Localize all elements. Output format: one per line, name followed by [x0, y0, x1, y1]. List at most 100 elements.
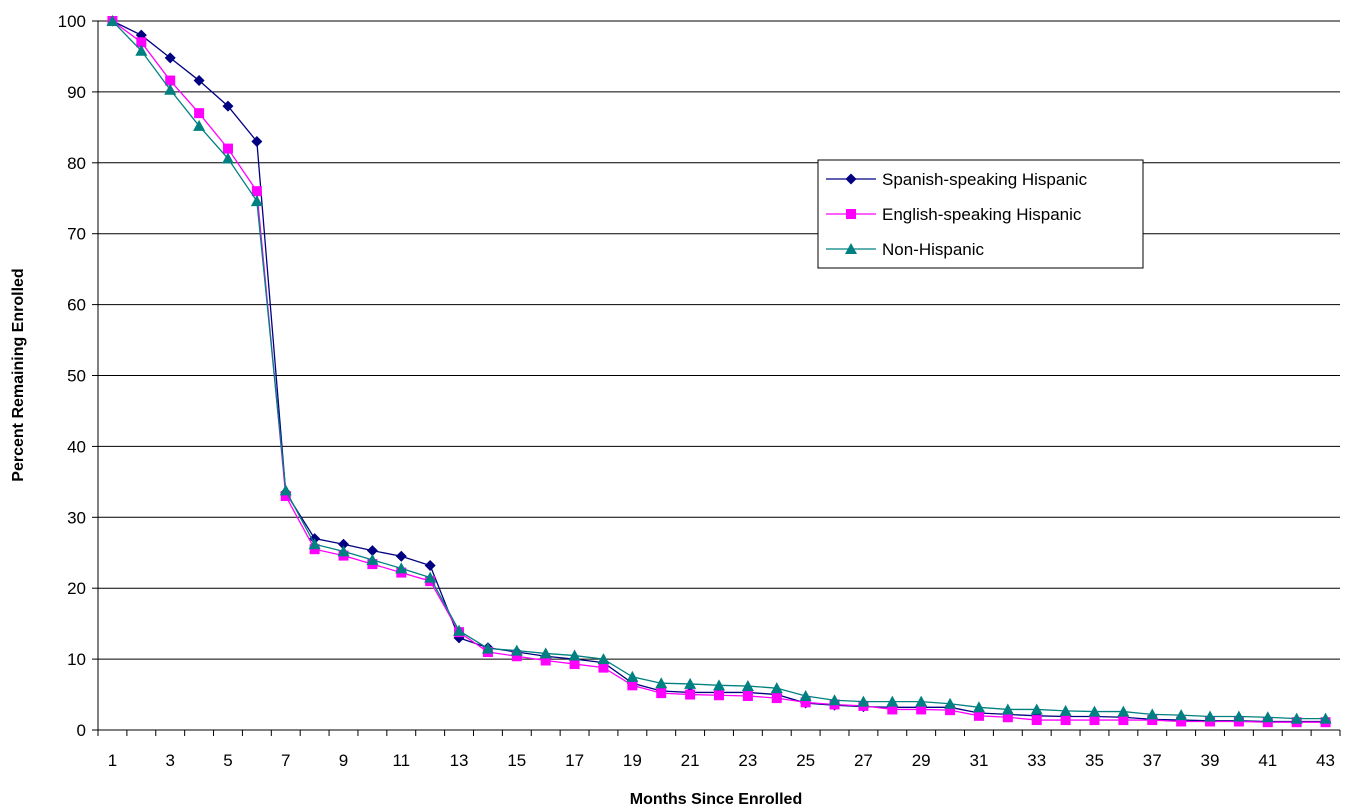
- data-point: [568, 649, 581, 661]
- legend-item: Spanish-speaking Hispanic: [826, 170, 1088, 189]
- y-tick-label: 50: [67, 367, 86, 386]
- data-point: [655, 677, 668, 689]
- x-tick-label: 11: [392, 751, 410, 770]
- data-point: [222, 100, 234, 112]
- data-point: [366, 553, 379, 565]
- data-point: [1089, 715, 1100, 726]
- y-tick-label: 80: [67, 154, 86, 173]
- data-point: [741, 680, 754, 692]
- x-tick-label: 3: [165, 751, 174, 770]
- data-point: [106, 15, 119, 26]
- y-tick-labels: 0 10 20 30 40 50 60 70 80 90 100: [58, 12, 86, 740]
- data-point: [1261, 711, 1274, 723]
- series-group: [106, 15, 1332, 728]
- data-point: [1146, 708, 1159, 720]
- data-point: [597, 653, 610, 665]
- legend-item: Non-Hispanic: [826, 240, 985, 259]
- data-point: [1088, 705, 1101, 717]
- data-point: [828, 694, 841, 706]
- x-tick-label: 33: [1027, 751, 1046, 770]
- data-point: [887, 704, 898, 715]
- y-tick-label: 20: [67, 579, 86, 598]
- data-point: [627, 680, 638, 691]
- data-point: [481, 642, 494, 654]
- data-point: [915, 695, 928, 707]
- data-point: [1319, 712, 1332, 724]
- data-point: [626, 670, 639, 682]
- x-tick-label: 31: [969, 751, 988, 770]
- data-point: [770, 682, 783, 694]
- data-point: [279, 484, 292, 496]
- y-tick-label: 70: [67, 225, 86, 244]
- series-2: [106, 15, 1332, 724]
- data-point: [714, 690, 724, 701]
- data-point: [165, 75, 176, 86]
- x-tick-label: 29: [912, 751, 931, 770]
- data-point: [193, 75, 205, 87]
- data-point: [221, 152, 234, 164]
- data-point: [742, 690, 753, 701]
- data-point: [251, 186, 262, 197]
- x-tick-label: 35: [1085, 751, 1104, 770]
- data-point: [569, 659, 580, 670]
- x-tick-label: 25: [796, 751, 815, 770]
- data-point: [771, 693, 782, 704]
- data-point: [1290, 712, 1303, 724]
- data-point: [540, 655, 551, 666]
- x-tick-label: 5: [223, 751, 232, 770]
- x-tick-label: 37: [1143, 751, 1162, 770]
- y-tick-label: 30: [67, 508, 86, 527]
- data-point: [135, 44, 148, 56]
- data-point: [164, 83, 177, 95]
- data-point: [424, 571, 437, 583]
- legend-marker: [846, 209, 856, 219]
- data-point: [1031, 715, 1042, 726]
- data-point: [366, 545, 378, 557]
- y-tick-label: 40: [67, 437, 86, 456]
- x-tick-label: 43: [1316, 751, 1335, 770]
- data-point: [395, 550, 407, 562]
- data-point: [308, 538, 321, 550]
- legend-item: English-speaking Hispanic: [826, 205, 1082, 224]
- data-point: [1176, 716, 1187, 727]
- data-point: [1002, 712, 1013, 723]
- legend: Spanish-speaking Hispanic English-speakin…: [817, 159, 1144, 269]
- data-point: [193, 119, 206, 131]
- data-point: [1232, 710, 1245, 722]
- gridlines: [98, 20, 1340, 660]
- x-tick-label: 27: [854, 751, 873, 770]
- data-point: [424, 560, 436, 572]
- data-point: [338, 538, 350, 550]
- x-tick-label: 17: [565, 751, 584, 770]
- data-point: [510, 644, 523, 656]
- legend-marker: [845, 243, 857, 254]
- data-point: [136, 37, 147, 48]
- data-point: [251, 136, 263, 148]
- data-point: [1175, 709, 1188, 721]
- data-point: [1147, 715, 1158, 726]
- y-tick-label: 90: [67, 83, 86, 102]
- y-tick-label: 100: [58, 12, 86, 31]
- data-point: [395, 562, 408, 574]
- data-point: [1117, 705, 1130, 717]
- data-point: [1204, 710, 1217, 722]
- series-line: [112, 20, 1326, 723]
- data-point: [800, 697, 811, 708]
- x-axis-title: Months Since Enrolled: [630, 791, 802, 808]
- y-axis-title: Percent Remaining Enrolled: [10, 268, 27, 481]
- data-point: [598, 662, 609, 673]
- data-point: [656, 688, 667, 699]
- data-point: [539, 647, 552, 659]
- y-tick-label: 0: [77, 721, 86, 740]
- data-point: [1001, 703, 1014, 715]
- legend-label: English-speaking Hispanic: [882, 205, 1082, 224]
- data-point: [194, 108, 205, 119]
- x-tick-label: 19: [623, 751, 642, 770]
- data-point: [945, 705, 956, 716]
- data-point: [973, 710, 984, 721]
- data-point: [972, 701, 985, 713]
- x-tick-label: 39: [1201, 751, 1220, 770]
- data-point: [1118, 715, 1129, 726]
- data-point: [886, 695, 899, 707]
- data-point: [713, 679, 725, 691]
